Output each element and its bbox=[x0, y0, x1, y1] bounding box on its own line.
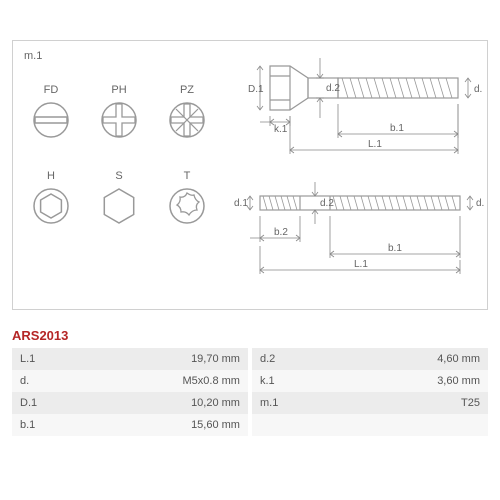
dim-d: d. bbox=[474, 84, 482, 95]
t-icon bbox=[167, 186, 207, 226]
drive-label-pz: PZ bbox=[160, 84, 214, 96]
ph-icon bbox=[99, 100, 139, 140]
spec-row: b.115,60 mm bbox=[12, 414, 248, 436]
dim-b1b: b.1 bbox=[388, 243, 402, 254]
spec-key: d.2 bbox=[252, 353, 335, 365]
spec-val: 3,60 mm bbox=[335, 375, 488, 387]
spec-key: k.1 bbox=[252, 375, 335, 387]
dim-D1: D.1 bbox=[248, 84, 264, 95]
spec-row: d.M5x0.8 mm bbox=[12, 370, 248, 392]
dim-b2: b.2 bbox=[274, 227, 288, 238]
spec-key: D.1 bbox=[12, 397, 95, 409]
drive-t: T bbox=[160, 170, 214, 226]
drive-row-2: H S T bbox=[24, 170, 214, 226]
dim-b1: b.1 bbox=[390, 123, 404, 134]
spec-key: b.1 bbox=[12, 419, 95, 431]
spec-row: L.119,70 mm bbox=[12, 348, 248, 370]
spec-val: 4,60 mm bbox=[335, 353, 488, 365]
spec-table: L.119,70 mm d.M5x0.8 mm D.110,20 mm b.11… bbox=[12, 348, 488, 436]
spec-val: 15,60 mm bbox=[95, 419, 248, 431]
drive-label-h: H bbox=[24, 170, 78, 182]
dim-L1b: L.1 bbox=[354, 259, 368, 270]
dim-db: d. bbox=[476, 198, 484, 209]
dim-L1: L.1 bbox=[368, 139, 382, 150]
h-icon bbox=[31, 186, 71, 226]
spec-row: D.110,20 mm bbox=[12, 392, 248, 414]
section-label: m.1 bbox=[24, 50, 42, 62]
spec-val: 10,20 mm bbox=[95, 397, 248, 409]
spec-val: M5x0.8 mm bbox=[95, 375, 248, 387]
pz-icon bbox=[167, 100, 207, 140]
spec-row: k.13,60 mm bbox=[252, 370, 488, 392]
spec-key: L.1 bbox=[12, 353, 95, 365]
spec-val: T25 bbox=[335, 397, 488, 409]
spec-key: d. bbox=[12, 375, 95, 387]
drive-s: S bbox=[92, 170, 146, 226]
spec-row bbox=[252, 414, 488, 436]
drive-label-ph: PH bbox=[92, 84, 146, 96]
spec-row: m.1T25 bbox=[252, 392, 488, 414]
technical-drawing: D.1 d.2 d. k.1 b.1 L.1 bbox=[230, 46, 488, 306]
drive-label-fd: FD bbox=[24, 84, 78, 96]
dim-k1: k.1 bbox=[274, 124, 288, 135]
drive-h: H bbox=[24, 170, 78, 226]
drive-types-panel: FD PH PZ H bbox=[24, 84, 214, 256]
part-code: ARS2013 bbox=[12, 328, 68, 343]
s-icon bbox=[99, 186, 139, 226]
drive-ph: PH bbox=[92, 84, 146, 140]
spec-col-right: d.24,60 mm k.13,60 mm m.1T25 bbox=[252, 348, 488, 436]
drive-label-s: S bbox=[92, 170, 146, 182]
drive-label-t: T bbox=[160, 170, 214, 182]
dim-d1: d.1 bbox=[234, 198, 248, 209]
drive-pz: PZ bbox=[160, 84, 214, 140]
dim-d2: d.2 bbox=[326, 83, 340, 94]
spec-val: 19,70 mm bbox=[95, 353, 248, 365]
fd-icon bbox=[31, 100, 71, 140]
dim-d2b: d.2 bbox=[320, 198, 334, 209]
spec-col-left: L.119,70 mm d.M5x0.8 mm D.110,20 mm b.11… bbox=[12, 348, 248, 436]
spec-row: d.24,60 mm bbox=[252, 348, 488, 370]
drive-fd: FD bbox=[24, 84, 78, 140]
spec-key: m.1 bbox=[252, 397, 335, 409]
drive-row-1: FD PH PZ bbox=[24, 84, 214, 140]
